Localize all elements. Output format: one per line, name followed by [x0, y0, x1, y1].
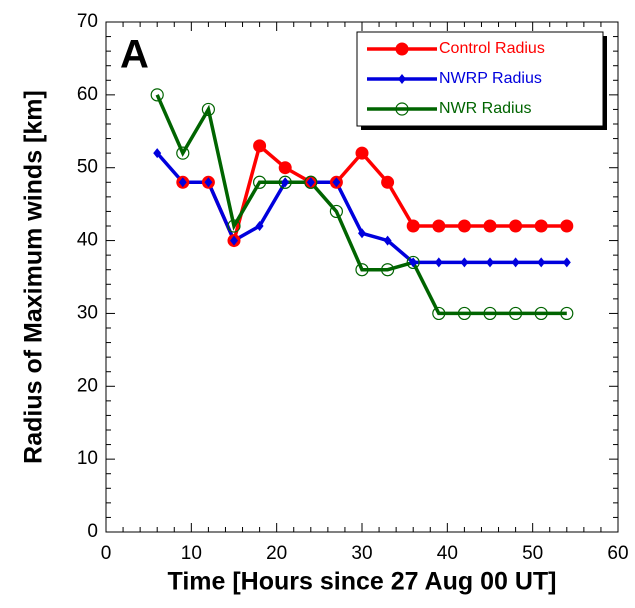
marker — [457, 306, 471, 321]
marker — [329, 204, 343, 219]
x-tick-label: 0 — [101, 543, 112, 564]
y-tick-label: 40 — [77, 230, 98, 251]
y-tick-label: 50 — [77, 157, 98, 178]
marker — [560, 306, 574, 321]
marker — [409, 257, 418, 268]
marker — [483, 306, 497, 321]
x-tick-label: 20 — [266, 543, 287, 564]
marker — [332, 177, 341, 188]
x-tick-label: 40 — [437, 543, 458, 564]
y-tick-label: 70 — [77, 11, 98, 32]
marker — [153, 148, 162, 159]
marker — [358, 228, 366, 239]
marker — [537, 257, 546, 268]
marker — [355, 263, 369, 277]
legend-label: NWRP Radius — [439, 70, 542, 87]
marker — [509, 219, 523, 233]
marker — [150, 88, 164, 102]
legend-label: Control Radius — [439, 40, 545, 57]
series-line — [155, 151, 567, 265]
marker — [204, 177, 213, 188]
marker — [406, 255, 420, 270]
marker — [457, 219, 471, 233]
marker — [253, 139, 267, 153]
marker — [306, 177, 315, 188]
marker — [534, 306, 548, 321]
marker — [560, 219, 574, 233]
y-tick-label: 0 — [87, 521, 98, 542]
series-line — [155, 94, 567, 316]
marker — [434, 257, 443, 268]
legend-marker — [395, 42, 409, 56]
marker — [201, 102, 215, 117]
legend-marker — [398, 74, 406, 84]
y-tick-label: 10 — [77, 448, 98, 469]
marker — [304, 175, 318, 189]
marker — [227, 219, 241, 233]
marker — [432, 306, 446, 321]
x-tick-label: 60 — [607, 543, 628, 564]
y-tick-label: 30 — [77, 302, 98, 323]
marker — [381, 175, 395, 189]
marker — [406, 219, 420, 233]
x-tick-label: 30 — [351, 543, 372, 564]
marker — [253, 175, 267, 189]
marker — [534, 219, 548, 233]
marker — [562, 257, 571, 268]
marker — [460, 257, 469, 268]
panel-label: A — [120, 33, 149, 77]
y-axis-title: Radius of Maximum winds [km] — [20, 90, 48, 464]
marker — [483, 219, 497, 233]
marker — [383, 235, 392, 246]
series-line — [182, 142, 567, 246]
x-tick-label: 10 — [181, 543, 202, 564]
marker — [508, 306, 523, 321]
marker — [281, 177, 290, 188]
marker — [355, 146, 369, 160]
marker — [381, 263, 395, 277]
marker — [176, 146, 190, 160]
marker — [278, 161, 292, 175]
marker — [511, 257, 520, 268]
x-axis-title: Time [Hours since 27 Aug 00 UT] — [168, 568, 557, 596]
legend-label: NWR Radius — [439, 100, 531, 117]
marker — [230, 235, 238, 246]
y-tick-label: 60 — [77, 84, 98, 105]
marker — [178, 177, 187, 188]
x-tick-label: 50 — [522, 543, 543, 564]
legend-marker — [395, 102, 409, 116]
marker — [432, 219, 446, 233]
marker — [255, 221, 264, 231]
y-tick-label: 20 — [77, 375, 98, 396]
marker — [278, 175, 292, 189]
marker — [486, 257, 494, 268]
